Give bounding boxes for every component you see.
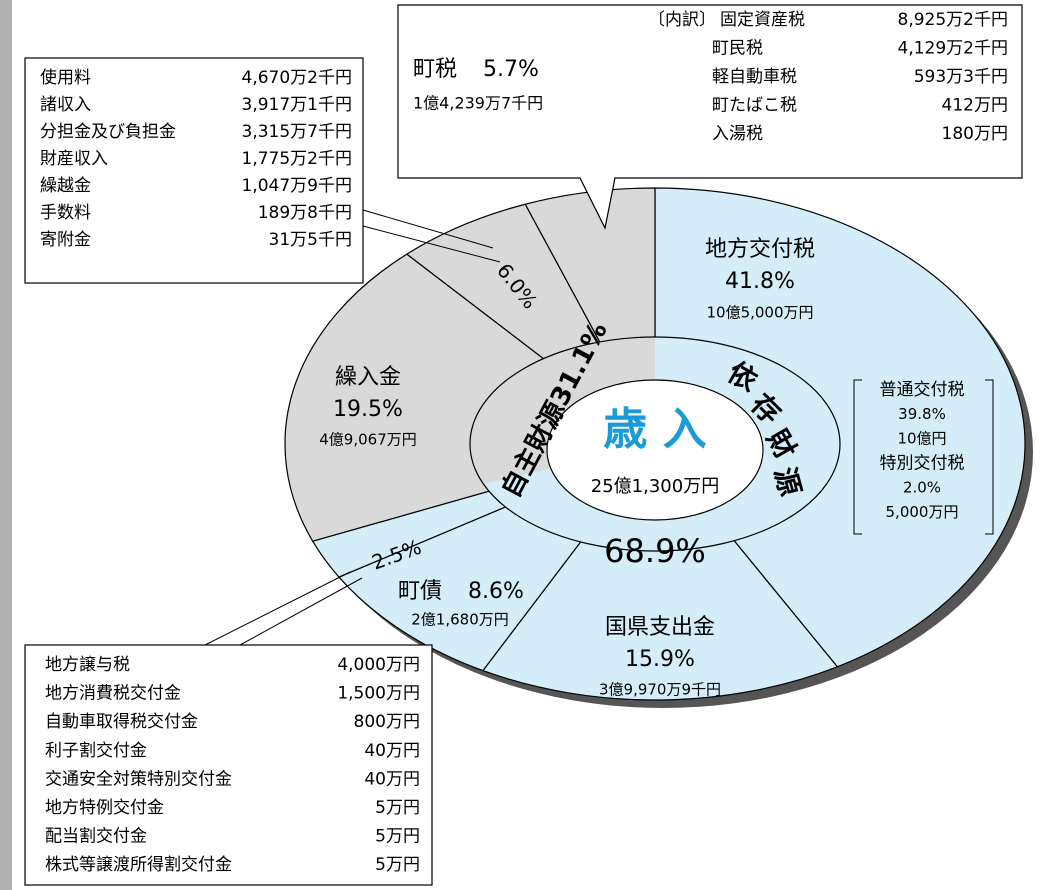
label: 地方交付税 (705, 237, 815, 262)
row-name: 自動車取得税交付金 (45, 712, 198, 732)
row-value: 4,670万2千円 (242, 68, 352, 88)
row-name: 利子割交付金 (45, 741, 147, 761)
row-value: 189万8千円 (258, 203, 352, 223)
row-name: 交通安全対策特別交付金 (45, 769, 232, 789)
row-value: 180万円 (942, 124, 1008, 144)
row-name: 町たばこ税 (712, 96, 797, 116)
side-strip (0, 0, 12, 890)
label: 4億9,067万円 (319, 431, 417, 449)
label: 2.0% (903, 479, 941, 497)
row-value: 40万円 (364, 741, 420, 761)
label: 68.9% (604, 532, 706, 570)
row-value: 5万円 (375, 855, 420, 875)
row-value: 1,500万円 (337, 684, 420, 704)
row-value: 3,315万7千円 (242, 122, 352, 142)
label: 5.7% (483, 57, 539, 82)
box (397, 4, 1023, 230)
label: 41.8% (725, 269, 795, 294)
label: 2億1,680万円 (411, 611, 509, 629)
row-value: 412万円 (942, 96, 1008, 116)
label: 10億5,000万円 (706, 304, 813, 322)
center (546, 379, 764, 521)
label: 国県支出金 (605, 615, 715, 640)
label: 町債 (398, 579, 442, 604)
ring-outline (469, 336, 841, 552)
label: 繰入金 (335, 365, 401, 390)
label: 1億4,239万7千円 (413, 94, 543, 113)
label: 町税 (413, 57, 457, 82)
callout (204, 571, 363, 646)
row-name: 地方特例交付金 (45, 798, 164, 818)
row-name: 地方譲与税 (45, 655, 130, 675)
row-value: 4,000万円 (337, 655, 420, 675)
row-name: 使用料 (40, 67, 91, 88)
row-value: 3,917万1千円 (242, 95, 352, 115)
row-value: 593万3千円 (914, 67, 1008, 87)
label: 5,000万円 (886, 503, 959, 521)
row-name: 固定資産税 (720, 10, 805, 30)
row-value: 5万円 (375, 827, 420, 847)
label: 39.8% (898, 405, 946, 423)
row-name: 軽自動車税 (712, 67, 797, 87)
row-value: 1,047万9千円 (242, 176, 352, 196)
row-name: 手数料 (40, 203, 91, 223)
callout (362, 209, 501, 263)
label: 8.6% (468, 579, 524, 604)
label: 〔内訳〕 (648, 10, 716, 30)
row-name: 地方消費税交付金 (45, 684, 181, 704)
row-name: 寄附金 (40, 230, 91, 250)
box (24, 644, 433, 886)
label: 特別交付税 (880, 454, 965, 474)
label: 歳 入 (603, 404, 706, 455)
row-name: 財産収入 (40, 149, 108, 169)
row-name: 株式等譲渡所得割交付金 (45, 855, 232, 875)
label: 10億円 (897, 430, 946, 448)
row-name: 配当割交付金 (45, 827, 147, 847)
slice (654, 187, 1026, 668)
row-value: 4,129万2千円 (898, 39, 1008, 59)
row-value: 31万5千円 (269, 230, 352, 250)
row-value: 1,775万2千円 (242, 149, 352, 169)
bracket (853, 379, 994, 535)
row-value: 800万円 (354, 712, 420, 732)
row-name: 諸収入 (40, 95, 91, 115)
slice (481, 443, 839, 701)
row-value: 8,925万2千円 (898, 10, 1008, 30)
row-name: 分担金及び負担金 (40, 122, 176, 142)
row-value: 5万円 (375, 798, 420, 818)
label: 15.9% (625, 647, 695, 672)
label: 25億1,300万円 (591, 476, 719, 497)
row-name: 町民税 (712, 39, 763, 59)
box (24, 57, 364, 284)
row-name: 入湯税 (712, 124, 763, 144)
row-value: 40万円 (364, 769, 420, 789)
label: 19.5% (333, 397, 403, 422)
label: 3億9,970万9千円 (599, 681, 721, 699)
pie (284, 187, 1026, 701)
label: 普通交付税 (880, 380, 965, 400)
row-name: 繰越金 (40, 176, 91, 196)
